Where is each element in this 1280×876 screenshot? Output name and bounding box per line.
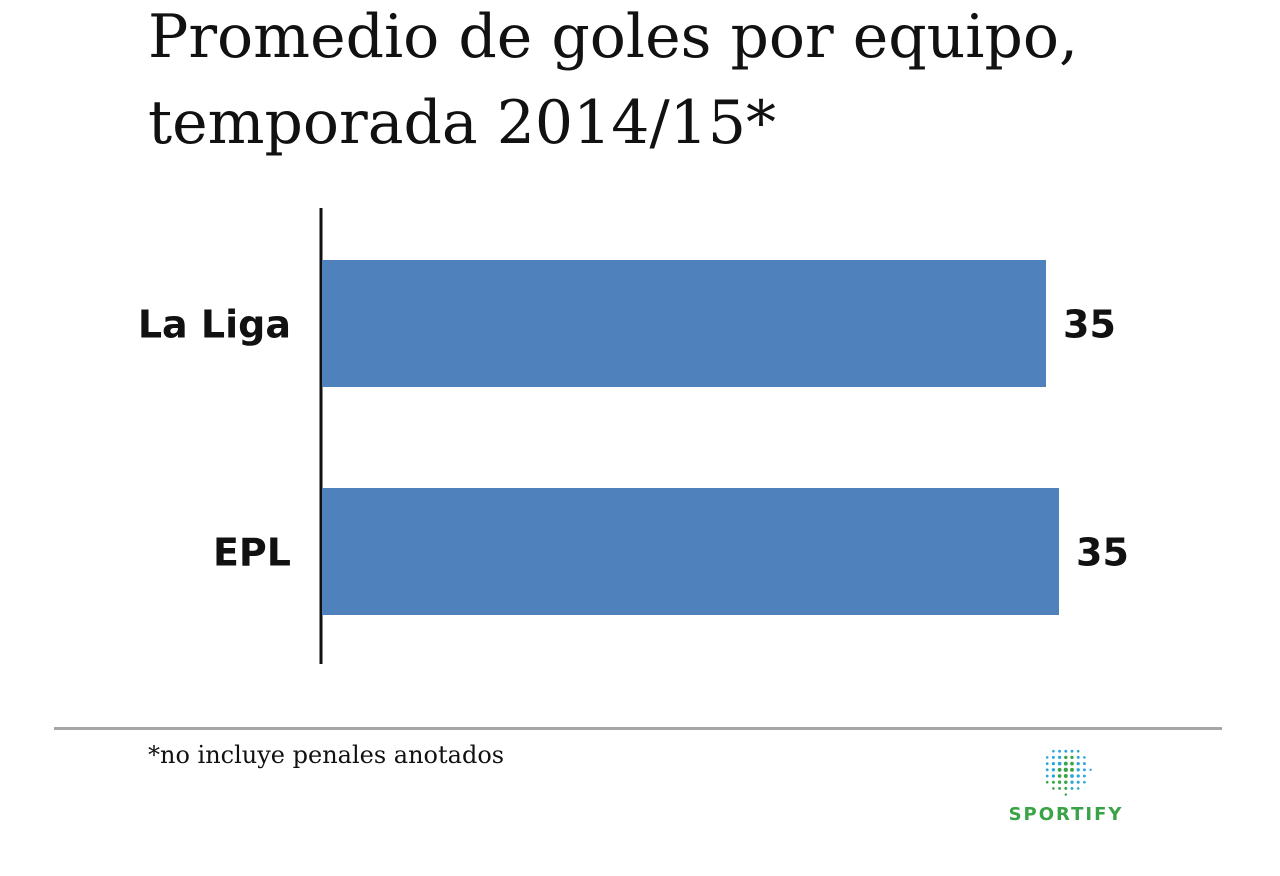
logo-dot (1057, 755, 1062, 760)
logo-dot (1051, 768, 1056, 772)
logo-dot (1076, 768, 1080, 772)
logo-dot (1070, 780, 1074, 784)
value-label: 35 (1063, 303, 1116, 347)
logo-dot (1057, 774, 1062, 778)
logo-dot (1076, 761, 1080, 766)
logo-dot (1051, 780, 1055, 784)
logo-dot (1045, 756, 1049, 759)
logo-dot (1070, 774, 1074, 778)
brand-name: SPORTIFY (1008, 804, 1124, 825)
bars-group: La Liga 35 EPL 35 (138, 260, 1129, 615)
logo-dot (1064, 755, 1068, 760)
logo-dot (1052, 787, 1055, 790)
logo-dot (1076, 774, 1080, 778)
footer-divider (54, 727, 1222, 730)
logo-dot (1057, 767, 1062, 772)
logo-dot (1070, 761, 1074, 766)
logo-dot (1063, 761, 1068, 766)
logo-dot (1076, 780, 1080, 784)
logo-dot (1045, 768, 1049, 772)
logo-dot (1076, 749, 1080, 753)
logo-dot (1083, 780, 1086, 784)
logo-dot (1051, 761, 1056, 766)
logo-dot (1082, 762, 1086, 766)
logo-dot (1082, 768, 1086, 772)
logo-dot (1070, 755, 1074, 760)
logo-dot (1045, 762, 1049, 766)
category-label: EPL (213, 531, 291, 575)
logo-dot (1064, 786, 1068, 790)
logo-dot (1058, 749, 1062, 753)
category-label: La Liga (138, 303, 291, 347)
logo-dot (1064, 793, 1068, 796)
logo-dot (1082, 774, 1086, 778)
logo-dot (1064, 780, 1068, 784)
bar-la-liga (322, 260, 1046, 387)
logo-dot (1083, 756, 1086, 759)
logo-dot (1089, 768, 1092, 772)
logo-dot (1063, 767, 1068, 772)
logo-dot (1058, 786, 1062, 790)
logo-dot (1051, 774, 1056, 778)
chart-title-line-1: Promedio de goles por equipo, (148, 2, 1079, 72)
sportify-logo: SPORTIFY (996, 742, 1136, 828)
chart-title-line-2: temporada 2014/15* (148, 88, 777, 158)
logo-dot (1076, 755, 1080, 759)
logo-dot (1052, 749, 1055, 753)
value-label: 35 (1076, 531, 1129, 575)
globe-icon (1045, 749, 1092, 796)
logo-dot (1045, 774, 1049, 778)
chart-title: Promedio de goles por equipo, temporada … (148, 0, 1248, 166)
logo-dot (1057, 780, 1062, 784)
logo-dot (1064, 749, 1068, 753)
logo-dot (1057, 761, 1062, 766)
logo-dot (1076, 787, 1080, 790)
footnote: *no incluye penales anotados (148, 741, 505, 769)
logo-dot (1070, 767, 1074, 772)
bar-epl (322, 488, 1059, 615)
logo-dot (1063, 774, 1068, 778)
bar-chart: La Liga 35 EPL 35 (138, 208, 1129, 664)
logo-dot (1045, 780, 1049, 784)
logo-dot (1051, 755, 1055, 759)
logo-dot (1070, 749, 1074, 753)
logo-dot (1070, 786, 1074, 790)
